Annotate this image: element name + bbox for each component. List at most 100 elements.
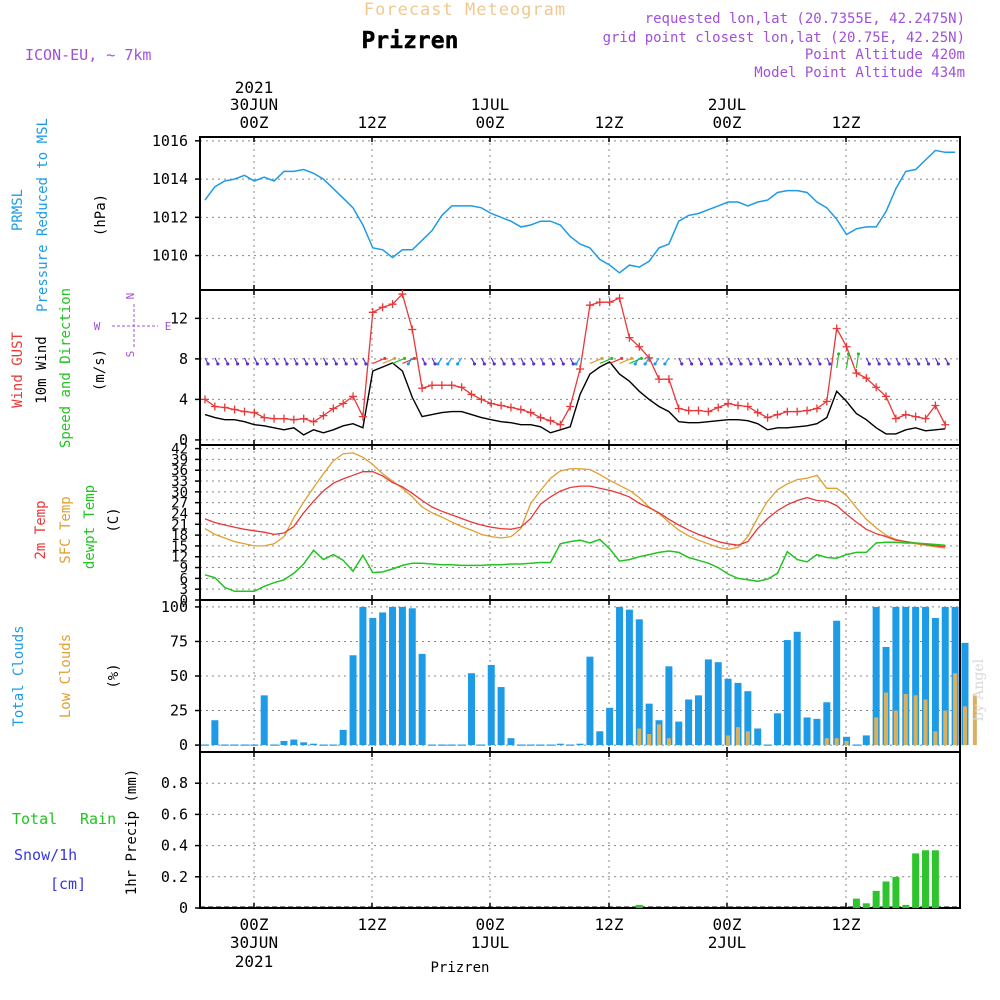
total-cloud-bar bbox=[754, 728, 762, 746]
gust-marker bbox=[546, 416, 555, 425]
top-time-label: 12Z bbox=[832, 113, 861, 132]
y-tick-label: 27 bbox=[171, 496, 188, 512]
wind-arrow-head bbox=[690, 362, 694, 366]
wind-arrow-head bbox=[285, 362, 289, 366]
wind-arrow-head bbox=[393, 356, 397, 361]
wind-arrow bbox=[372, 357, 386, 364]
watermark: by Angel bbox=[971, 658, 987, 721]
snow-cm-label: [cm] bbox=[50, 875, 86, 893]
low-cloud-bar bbox=[943, 710, 948, 746]
wind-arrow-head bbox=[917, 362, 921, 366]
gust-marker bbox=[822, 397, 831, 406]
low-cloud-bar bbox=[824, 738, 829, 746]
wind-arrow bbox=[845, 353, 850, 368]
y-tick-label: 50 bbox=[170, 667, 188, 685]
wind-arrow-head bbox=[699, 362, 704, 366]
wind-arrow bbox=[609, 357, 622, 364]
model-label: ICON-EU, ~ 7km bbox=[25, 46, 151, 64]
rain-bar bbox=[922, 850, 930, 908]
low-cloud-bar bbox=[844, 740, 849, 746]
gust-marker bbox=[240, 407, 249, 416]
gust-marker bbox=[595, 298, 604, 307]
top-time-label: 12Z bbox=[595, 113, 624, 132]
y-tick-label: 0.2 bbox=[161, 868, 188, 886]
gust-marker bbox=[210, 402, 219, 411]
wind-arrow-head bbox=[433, 362, 437, 366]
gust-marker bbox=[645, 353, 654, 362]
total-cloud-bar bbox=[744, 691, 752, 746]
top-day-label: 1JUL bbox=[471, 95, 510, 114]
rain-bar bbox=[882, 881, 890, 908]
low-cloud-bar bbox=[962, 706, 967, 746]
gust-marker bbox=[299, 414, 308, 423]
wind-arrow bbox=[629, 357, 642, 364]
wind-arrow-head bbox=[946, 362, 950, 366]
prmsl-desc-label: Pressure Reduced to MSL bbox=[35, 118, 51, 312]
wind-arrow-head bbox=[818, 362, 822, 366]
y-tick-label: 0.4 bbox=[161, 837, 188, 855]
total-cloud-bar bbox=[803, 717, 811, 746]
y-tick-label: 0 bbox=[180, 593, 188, 609]
gust-marker bbox=[635, 342, 644, 351]
gust-marker bbox=[704, 407, 713, 416]
compass-s: S bbox=[124, 351, 137, 358]
gust-marker bbox=[329, 404, 338, 413]
wind-arrow-head bbox=[551, 362, 556, 366]
wind-arrow-head bbox=[907, 362, 911, 366]
gust-marker bbox=[615, 294, 624, 303]
y-tick-label: 30 bbox=[171, 485, 188, 501]
total-cloud-bar bbox=[912, 606, 920, 746]
wind10-line bbox=[204, 361, 946, 436]
t2m-label: 2m Temp bbox=[33, 500, 49, 559]
y-tick-label: 15 bbox=[171, 539, 188, 555]
total-cloud-bar bbox=[872, 606, 880, 746]
total-cloud-bar bbox=[398, 606, 406, 746]
wind-arrow bbox=[392, 357, 405, 364]
gust-marker bbox=[684, 406, 693, 415]
total-cloud-bar bbox=[823, 702, 831, 746]
compass-icon: W E N S bbox=[94, 293, 172, 358]
rain-bar bbox=[912, 853, 920, 908]
wind-arrow-head bbox=[798, 362, 802, 366]
wind-arrow-head bbox=[856, 352, 861, 356]
y-tick-label: 12 bbox=[171, 550, 188, 566]
bottom-day-label: 30JUN bbox=[230, 933, 278, 952]
total-cloud-bar bbox=[892, 606, 900, 746]
gust-marker bbox=[921, 414, 930, 423]
gust-marker bbox=[339, 399, 348, 408]
gust-marker bbox=[260, 413, 269, 422]
rain-bar bbox=[892, 876, 900, 908]
gust-line bbox=[204, 292, 946, 426]
wind-arrow bbox=[599, 357, 613, 364]
gust-marker bbox=[319, 411, 328, 420]
total-cloud-bar bbox=[833, 620, 841, 746]
rain-bar bbox=[635, 904, 643, 908]
wind-arrow-head bbox=[643, 362, 647, 366]
rain-bar bbox=[931, 850, 939, 908]
y-tick-label: 36 bbox=[171, 463, 188, 479]
wind-arrow-head bbox=[344, 362, 348, 366]
wind-arrow-head bbox=[709, 362, 713, 366]
gust-marker bbox=[605, 298, 614, 307]
gust-marker bbox=[733, 401, 742, 410]
low-cloud-bar bbox=[637, 728, 642, 746]
total-cloud-bar bbox=[556, 743, 564, 746]
y-tick-label: 1012 bbox=[152, 208, 188, 226]
wind-arrow-head bbox=[680, 362, 684, 366]
total-cloud-bar bbox=[941, 606, 949, 746]
wind-arrow-head bbox=[561, 362, 565, 366]
wind-arrow-head bbox=[600, 356, 604, 361]
wind-arrow-head bbox=[610, 356, 614, 361]
super-title: Forecast Meteogram bbox=[364, 0, 566, 20]
gust-marker bbox=[437, 381, 446, 390]
wind-arrow-head bbox=[472, 362, 477, 366]
wind-arrow-head bbox=[446, 362, 450, 366]
low-cloud-bar bbox=[913, 695, 918, 746]
pressure-line bbox=[204, 149, 956, 274]
wind-arrow-head bbox=[897, 362, 901, 366]
cloud-labels: Total Clouds Low Clouds (%) bbox=[11, 625, 122, 726]
gust-marker bbox=[279, 414, 288, 423]
wind-arrow-head bbox=[739, 362, 743, 366]
